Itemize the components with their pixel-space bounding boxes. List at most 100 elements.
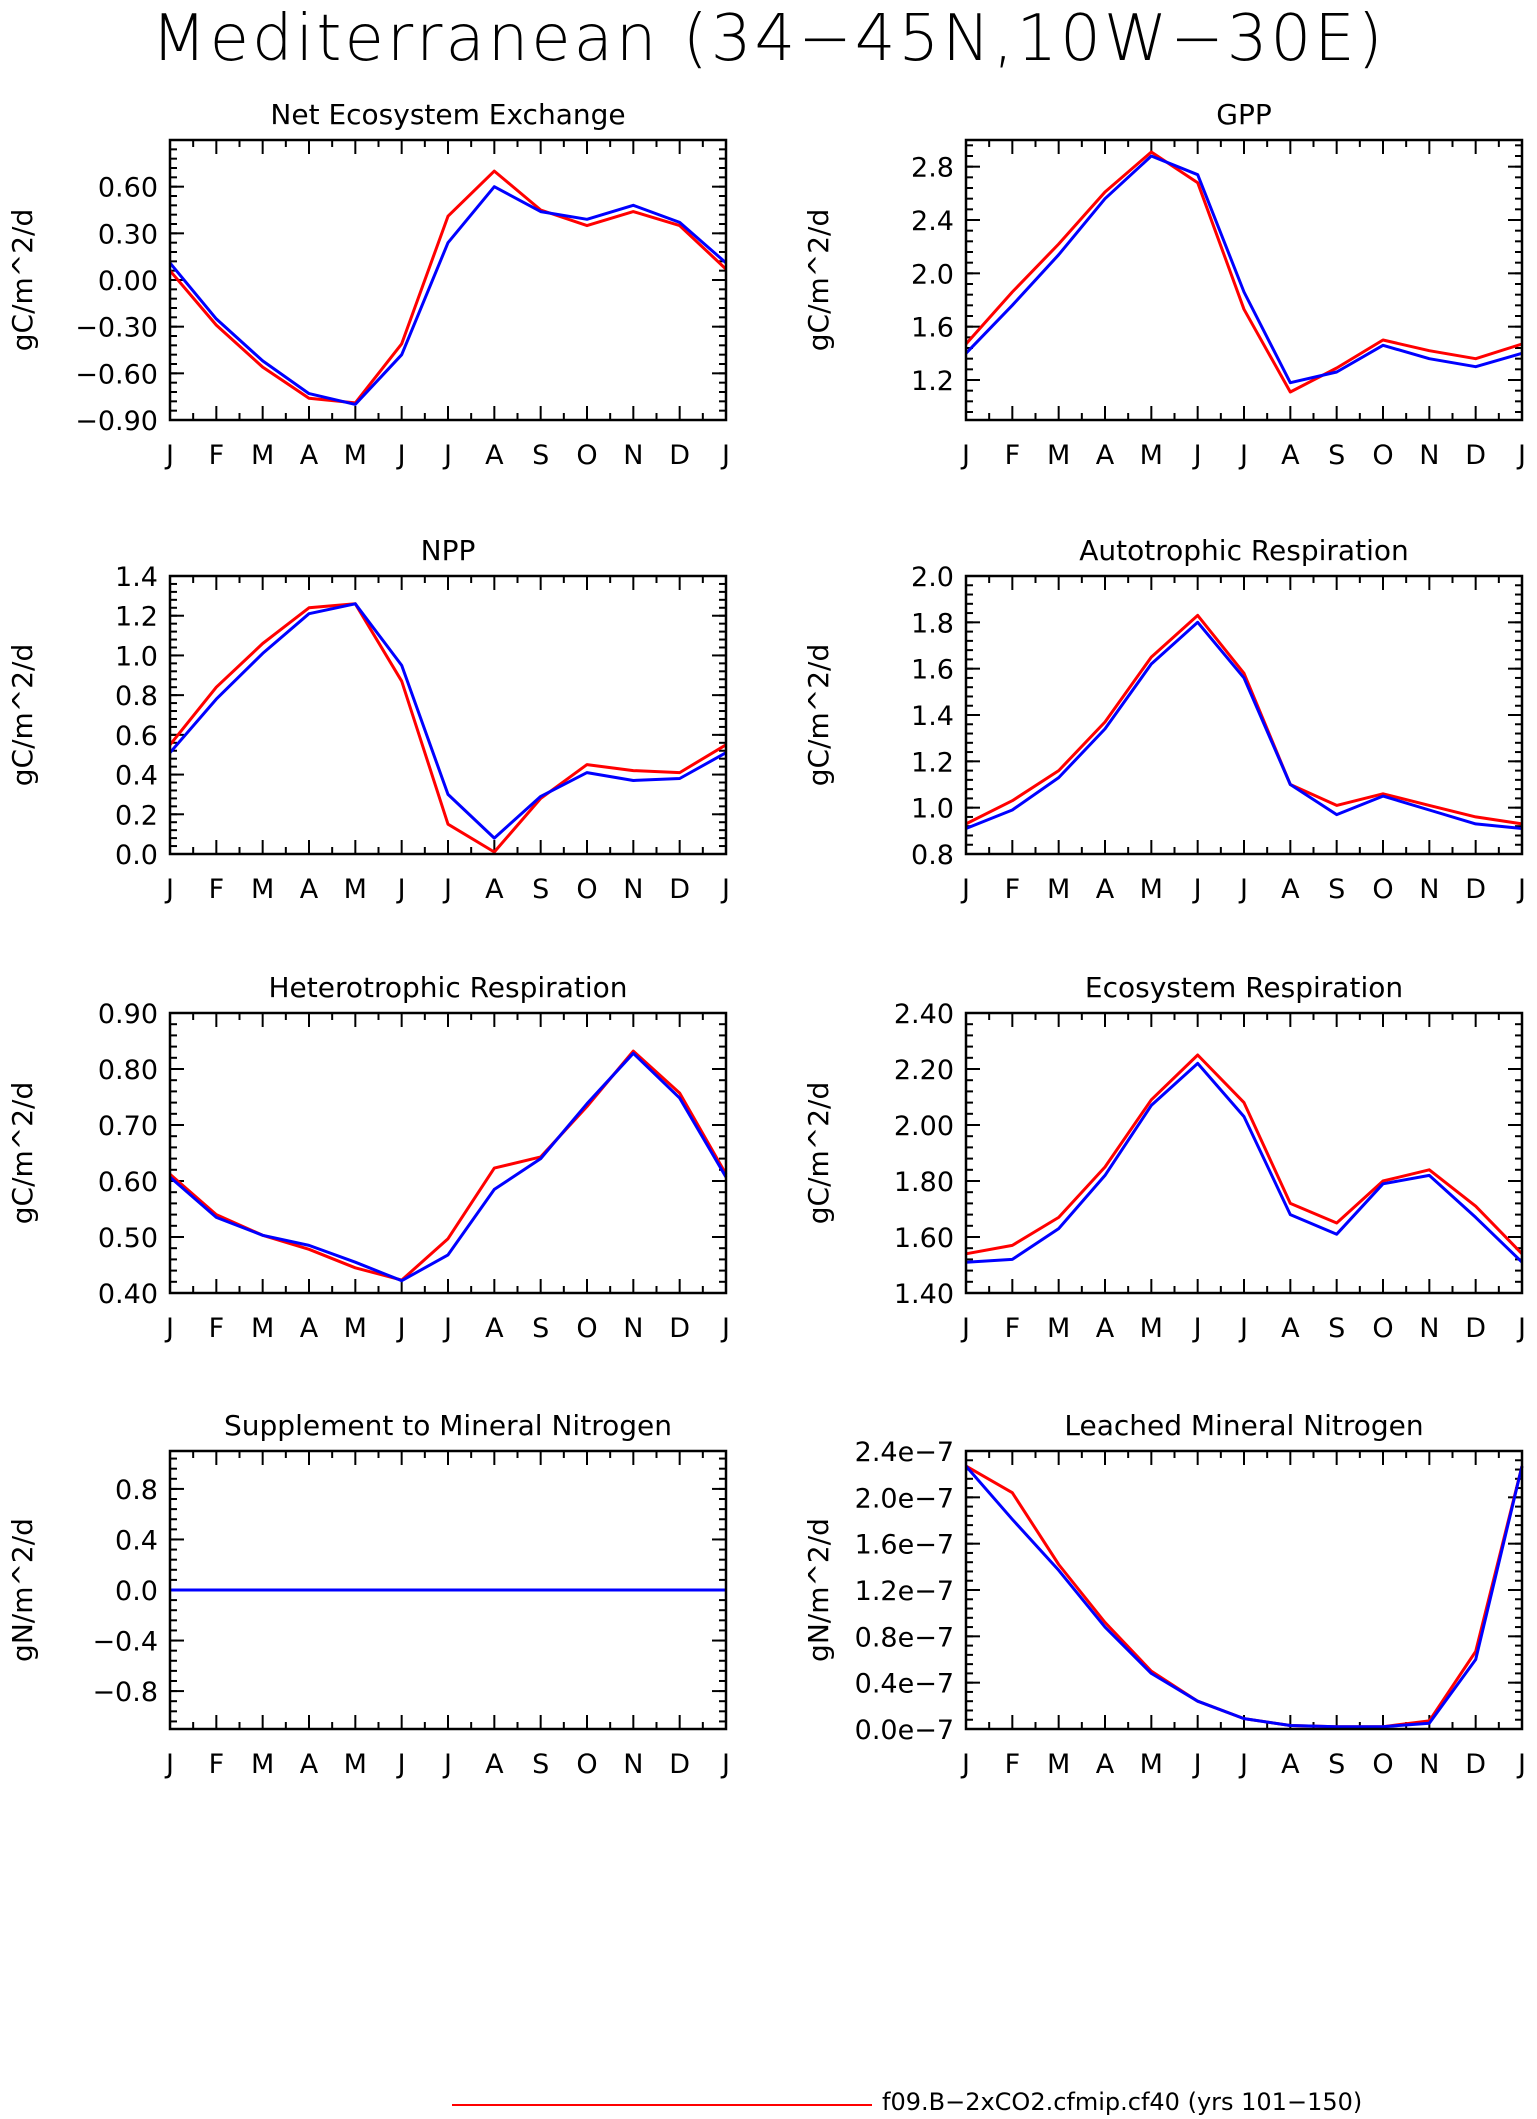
x-tick-label: O [1372, 1749, 1393, 1780]
chart-title: Autotrophic Respiration [1079, 534, 1408, 567]
x-tick-label: J [1516, 874, 1526, 905]
x-tick-label: N [1419, 1313, 1439, 1344]
y-axis-label: gC/m^2/d [6, 1082, 39, 1225]
x-tick-label: J [960, 874, 970, 905]
chart-title: Supplement to Mineral Nitrogen [224, 1409, 672, 1442]
y-tick-label: 0.00 [98, 266, 158, 297]
y-tick-label: 1.0 [115, 641, 158, 672]
x-tick-label: J [1238, 1749, 1248, 1780]
x-tick-label: J [720, 874, 730, 905]
x-tick-label: J [396, 440, 406, 471]
x-tick-label: A [1281, 1749, 1300, 1780]
x-tick-label: M [1047, 874, 1070, 905]
x-tick-label: F [1005, 440, 1021, 471]
y-axis-label: gN/m^2/d [802, 1518, 835, 1662]
x-tick-label: J [960, 440, 970, 471]
x-tick-label: J [164, 1749, 174, 1780]
y-tick-label: 2.0 [911, 562, 954, 593]
y-tick-label: 2.40 [894, 999, 954, 1030]
y-tick-label: 0.0 [115, 1576, 158, 1607]
y-tick-label: 0.4e−7 [855, 1669, 954, 1700]
x-tick-label: S [1328, 440, 1345, 471]
x-tick-label: S [1328, 1749, 1345, 1780]
x-tick-label: J [164, 1313, 174, 1344]
x-tick-label: J [1238, 440, 1248, 471]
x-tick-label: N [623, 874, 643, 905]
chart-title: Net Ecosystem Exchange [270, 98, 625, 131]
x-tick-label: A [1096, 874, 1115, 905]
y-tick-label: 0.8e−7 [855, 1622, 954, 1653]
y-tick-label: 0.60 [98, 173, 158, 204]
y-tick-label: 1.6e−7 [855, 1530, 954, 1561]
x-tick-label: A [485, 1313, 504, 1344]
x-tick-label: J [1516, 1313, 1526, 1344]
x-tick-label: A [1096, 1313, 1115, 1344]
plot-frame [168, 1011, 728, 1295]
x-tick-label: J [164, 440, 174, 471]
y-tick-label: −0.60 [75, 359, 158, 390]
plot-frame [168, 138, 728, 422]
y-tick-label: 2.0e−7 [855, 1483, 954, 1514]
series-line-2 [964, 1465, 1524, 1729]
x-tick-label: N [623, 1313, 643, 1344]
y-tick-label: 0.40 [98, 1279, 158, 1310]
y-tick-label: 2.8 [911, 153, 954, 184]
x-tick-label: N [1419, 1749, 1439, 1780]
x-tick-label: O [1372, 1313, 1393, 1344]
x-tick-label: J [1192, 1313, 1202, 1344]
x-tick-label: J [1192, 1749, 1202, 1780]
x-tick-label: M [251, 440, 274, 471]
y-tick-label: 2.4 [911, 206, 954, 237]
series-line-1 [965, 1053, 1524, 1256]
x-tick-label: J [396, 1313, 406, 1344]
x-tick-label: D [1465, 1313, 1486, 1344]
x-tick-label: D [669, 874, 690, 905]
plot-frame [168, 1449, 728, 1731]
chart-title: Leached Mineral Nitrogen [1064, 1409, 1423, 1442]
x-tick-label: J [442, 1749, 452, 1780]
series-line-1 [965, 613, 1523, 826]
plot-frame [964, 1011, 1524, 1295]
chart-title: NPP [421, 534, 476, 567]
y-tick-label: −0.30 [75, 313, 158, 344]
x-tick-label: A [485, 874, 504, 905]
x-tick-label: J [1516, 1749, 1526, 1780]
figure-title: Mediterranean (34−45N,10W−30E) [151, 2, 1386, 76]
x-tick-label: S [532, 874, 549, 905]
x-tick-label: D [1465, 874, 1486, 905]
y-tick-label: 0.8 [911, 840, 954, 871]
x-tick-label: A [300, 874, 319, 905]
y-tick-label: 0.8 [115, 681, 158, 712]
y-axis-label: gC/m^2/d [802, 644, 835, 787]
x-tick-label: M [344, 874, 367, 905]
x-tick-label: M [1047, 1749, 1070, 1780]
chart-title: Heterotrophic Respiration [269, 971, 628, 1004]
x-tick-label: M [1140, 1313, 1163, 1344]
x-tick-label: M [1140, 1749, 1163, 1780]
x-tick-label: J [1516, 440, 1526, 471]
x-tick-label: J [720, 440, 730, 471]
x-tick-label: D [669, 440, 690, 471]
x-tick-label: S [1328, 1313, 1345, 1344]
series-line-2 [168, 602, 727, 840]
x-tick-label: F [209, 440, 225, 471]
y-tick-label: −0.8 [92, 1677, 158, 1708]
x-tick-label: A [300, 440, 319, 471]
y-tick-label: 1.0 [911, 794, 954, 825]
x-tick-label: S [532, 440, 549, 471]
x-tick-label: M [1047, 440, 1070, 471]
y-tick-label: 0.50 [98, 1223, 158, 1254]
y-tick-label: 1.6 [911, 313, 954, 344]
x-tick-label: M [251, 874, 274, 905]
x-tick-label: J [960, 1749, 970, 1780]
series-line-2 [965, 620, 1523, 830]
x-tick-label: O [576, 440, 597, 471]
y-tick-label: 1.60 [894, 1223, 954, 1254]
x-tick-label: D [1465, 1749, 1486, 1780]
y-tick-label: 1.2 [115, 602, 158, 633]
